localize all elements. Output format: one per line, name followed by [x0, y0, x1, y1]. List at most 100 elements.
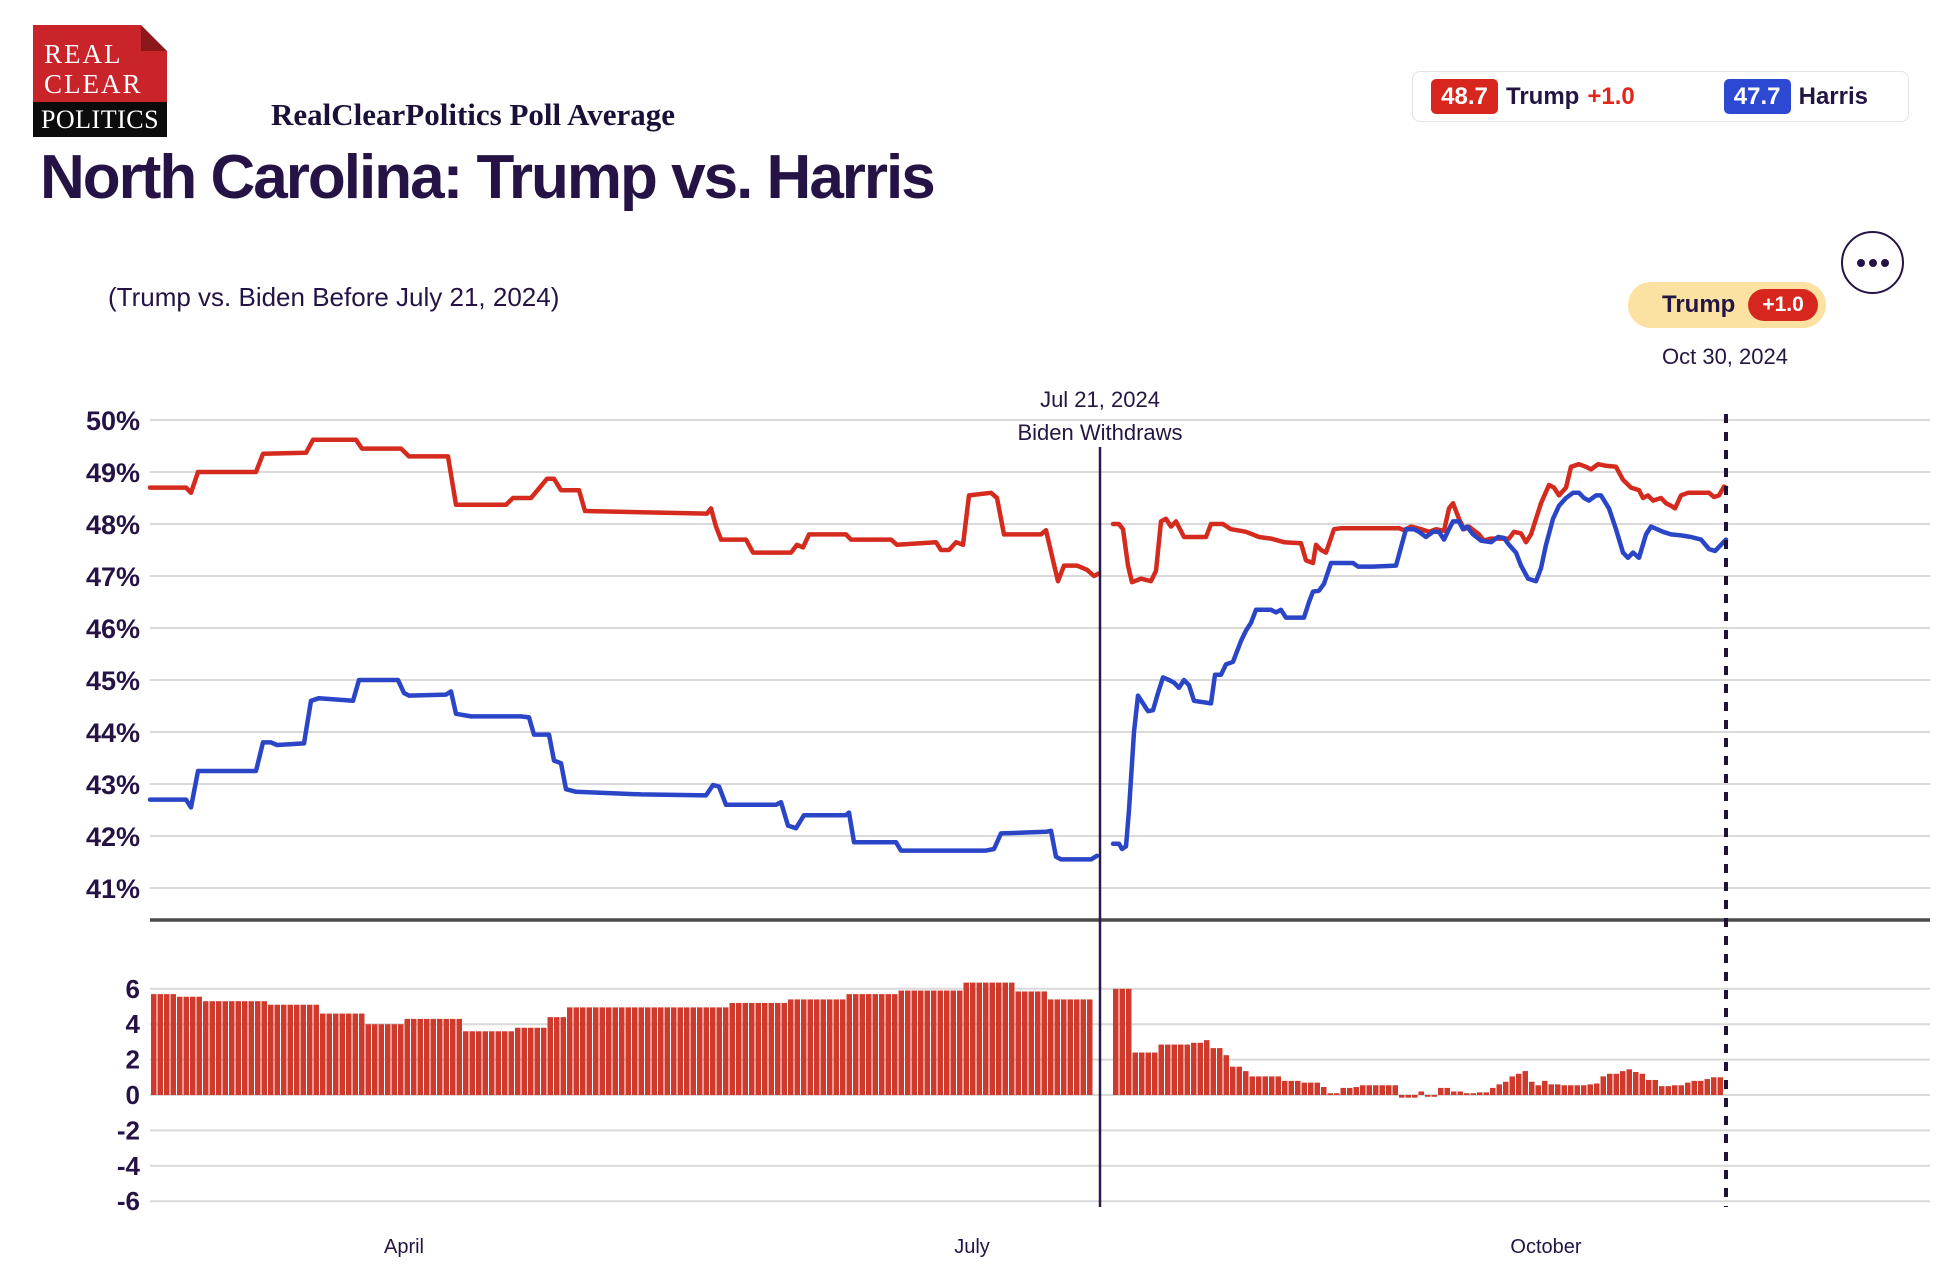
spread-bar	[898, 990, 904, 1095]
spread-bar	[918, 990, 924, 1095]
spread-bar	[281, 1004, 287, 1095]
spread-bar	[1477, 1092, 1483, 1095]
spread-bar	[1386, 1085, 1392, 1095]
spread-bar	[326, 1013, 332, 1095]
spread-bar	[476, 1031, 482, 1095]
spread-bar	[1152, 1052, 1158, 1095]
y-axis-label-bottom: -4	[117, 1151, 141, 1181]
spread-bar	[508, 1031, 514, 1095]
spread-bar	[1646, 1079, 1652, 1095]
spread-bar	[430, 1018, 436, 1095]
spread-bar	[1464, 1093, 1470, 1095]
spread-bar	[1243, 1071, 1249, 1095]
spread-bar	[1548, 1084, 1554, 1095]
spread-bar	[1555, 1084, 1561, 1095]
spread-bar	[846, 994, 852, 1095]
spread-bar	[1165, 1044, 1171, 1095]
spread-bar	[372, 1024, 378, 1095]
spread-bar	[1295, 1080, 1301, 1095]
spread-bar	[190, 996, 196, 1095]
y-axis-label-bottom: 2	[126, 1045, 140, 1075]
spread-bar	[762, 1002, 768, 1095]
x-axis-label: April	[384, 1236, 424, 1258]
spread-bar	[1685, 1082, 1691, 1095]
spread-bar	[1509, 1076, 1515, 1095]
spread-bar	[1405, 1095, 1411, 1098]
spread-bar	[1314, 1082, 1320, 1095]
y-axis-label-bottom: -6	[117, 1186, 140, 1216]
spread-bar	[177, 996, 183, 1095]
spread-bar	[391, 1024, 397, 1095]
hover-tooltip-pill: Trump +1.0	[1628, 282, 1826, 328]
spread-bar	[300, 1004, 306, 1095]
spread-bar	[1067, 999, 1073, 1095]
spread-bar	[976, 982, 982, 1095]
spread-bar	[1132, 1052, 1138, 1095]
spread-bar	[788, 999, 794, 1095]
spread-bar	[1587, 1084, 1593, 1095]
spread-bar	[1438, 1087, 1444, 1095]
spread-bar	[1451, 1091, 1457, 1095]
spread-bar	[1360, 1085, 1366, 1095]
spread-bar	[619, 1007, 625, 1095]
spread-bar	[216, 1001, 222, 1095]
spread-bar	[443, 1018, 449, 1095]
spread-bar	[1529, 1081, 1535, 1095]
spread-bar	[853, 994, 859, 1095]
spread-bar	[755, 1002, 761, 1095]
spread-bar	[1009, 982, 1015, 1095]
trump-line	[147, 437, 1729, 585]
spread-bar	[307, 1004, 313, 1095]
spread-bar	[294, 1004, 300, 1095]
spread-bar	[944, 990, 950, 1095]
spread-bar	[398, 1024, 404, 1095]
spread-bar	[222, 1001, 228, 1095]
spread-bar	[1308, 1082, 1314, 1095]
trump-legend-label: Trump	[1506, 82, 1580, 110]
spread-bar	[469, 1031, 475, 1095]
tooltip-date: Oct 30, 2024	[1662, 344, 1788, 369]
spread-bar	[1113, 988, 1119, 1095]
spread-bar	[164, 994, 170, 1095]
spread-bar	[801, 999, 807, 1095]
spread-bar	[1184, 1044, 1190, 1095]
spread-bar	[1516, 1073, 1522, 1095]
spread-bar	[827, 999, 833, 1095]
spread-bar	[833, 999, 839, 1095]
spread-bar	[378, 1024, 384, 1095]
y-axis-label-top: 44%	[86, 718, 140, 748]
spread-bar	[1412, 1095, 1418, 1098]
spread-bar	[723, 1007, 729, 1095]
spread-bar	[521, 1027, 527, 1095]
spread-bar	[1522, 1071, 1528, 1095]
spread-bar	[697, 1007, 703, 1095]
y-axis-label-top: 43%	[86, 770, 140, 800]
spread-bar	[229, 1001, 235, 1095]
spread-bar	[1418, 1091, 1424, 1095]
more-options-button[interactable]	[1841, 231, 1904, 294]
y-axis-label-top: 48%	[86, 510, 140, 540]
spread-bar	[781, 1002, 787, 1095]
spread-bar	[1594, 1083, 1600, 1095]
spread-bar	[1269, 1076, 1275, 1095]
spread-bar	[606, 1007, 612, 1095]
spread-bars	[151, 982, 1723, 1098]
spread-bar	[1347, 1087, 1353, 1095]
rcp-logo[interactable]: REAL CLEAR POLITICS	[33, 25, 167, 137]
spread-bar	[1698, 1080, 1704, 1095]
spread-bar	[859, 994, 865, 1095]
spread-bar	[866, 994, 872, 1095]
spread-bar	[261, 1001, 267, 1095]
spread-bar	[1483, 1092, 1489, 1095]
spread-bar	[1652, 1079, 1658, 1095]
spread-bar	[1178, 1044, 1184, 1095]
spread-bar	[1249, 1076, 1255, 1095]
spread-bar	[677, 1007, 683, 1095]
trump-score-badge: 48.7	[1431, 79, 1498, 114]
poll-average-legend: 48.7 Trump +1.0 47.7 Harris	[1412, 71, 1909, 122]
spread-bar	[703, 1007, 709, 1095]
spread-bar	[242, 1001, 248, 1095]
spread-bar	[196, 996, 202, 1095]
